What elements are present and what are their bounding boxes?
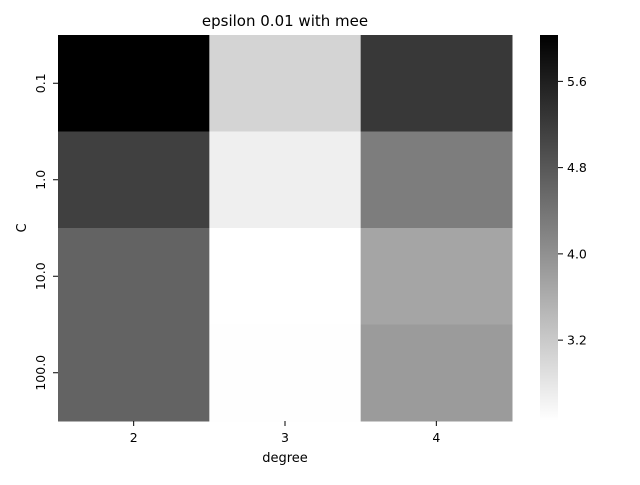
heatmap-cell-r2-c1 (209, 228, 362, 325)
y-tick-label: 10.0 (33, 262, 48, 290)
x-tick-label: 4 (432, 430, 440, 445)
x-tick-label: 3 (281, 430, 289, 445)
colorbar (540, 35, 558, 421)
heatmap-cell-r0-c2 (360, 35, 513, 132)
x-axis-label: degree (262, 451, 308, 466)
heatmap-cell-r0-c1 (209, 35, 362, 132)
heatmap-cell-r1-c1 (209, 131, 362, 229)
y-tick-label: 100.0 (33, 355, 48, 391)
colorbar-tick-label: 5.6 (567, 74, 587, 89)
y-axis-label: C (15, 223, 30, 232)
y-tick-label: 0.1 (33, 73, 48, 93)
heatmap-cells (58, 35, 513, 422)
heatmap-cell-r3-c2 (360, 324, 513, 422)
heatmap-cell-r2-c0 (58, 228, 210, 325)
colorbar-ticks: 3.2 4.0 4.8 5.6 (558, 74, 587, 348)
colorbar-tick-label: 3.2 (567, 333, 587, 348)
heatmap-cell-r1-c2 (360, 131, 513, 229)
heatmap-cell-r2-c2 (360, 228, 513, 325)
heatmap-cell-r3-c1 (209, 324, 362, 422)
chart-title: epsilon 0.01 with mee (202, 12, 368, 30)
y-tick-label: 1.0 (33, 170, 48, 190)
y-axis-ticks: 0.1 1.0 10.0 100.0 (33, 73, 58, 391)
heatmap-cell-r3-c0 (58, 324, 210, 422)
x-axis-ticks: 2 3 4 (130, 421, 440, 445)
colorbar-tick-label: 4.8 (567, 160, 587, 175)
heatmap-cell-r0-c0 (58, 35, 210, 132)
colorbar-tick-label: 4.0 (567, 246, 587, 261)
heatmap-cell-r1-c0 (58, 131, 210, 229)
x-tick-label: 2 (130, 430, 138, 445)
